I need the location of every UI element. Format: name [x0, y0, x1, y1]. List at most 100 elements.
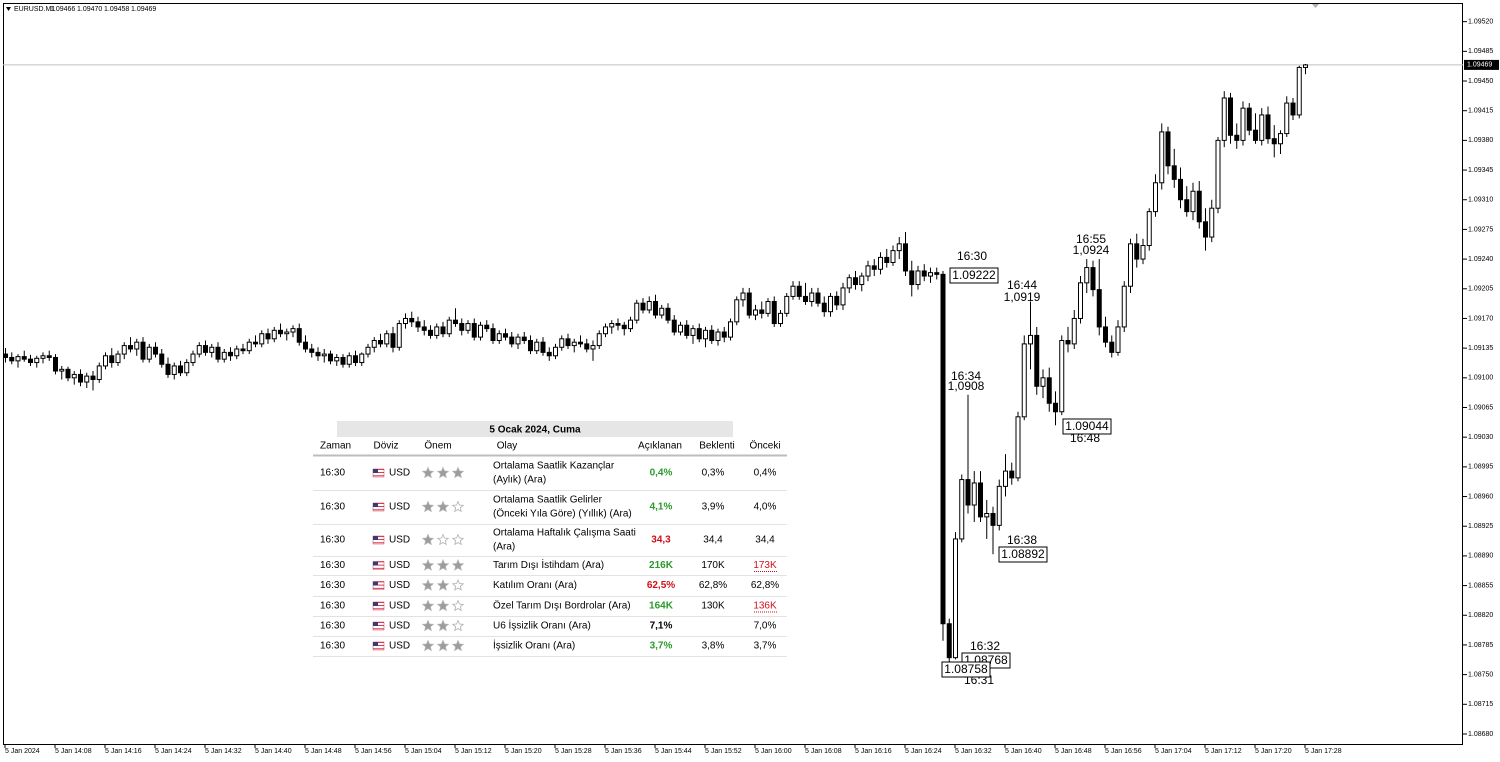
flag-stripe [373, 642, 384, 643]
y-tick-label: 1.08680 [1468, 731, 1493, 738]
y-tick-label: 1.09450 [1468, 78, 1493, 85]
annotation-time: 16:55 [1076, 232, 1106, 246]
candle-body [315, 351, 321, 357]
candle-body [234, 348, 240, 357]
candle-body [946, 623, 952, 659]
candle-body [1190, 190, 1196, 213]
candle-body [296, 328, 302, 343]
importance-star [421, 599, 435, 612]
candle-body [809, 292, 815, 302]
candle-body [665, 307, 671, 321]
y-tick-label: 1.08715 [1468, 701, 1493, 708]
candle-body [403, 317, 408, 325]
annotation-time: 16:30 [957, 249, 987, 263]
candle-body [1090, 267, 1096, 291]
candle-body [153, 346, 158, 355]
candle-body [1221, 97, 1227, 141]
annotation-time: 16:32 [970, 639, 1000, 653]
flag-stripe [373, 623, 384, 625]
candle-body [465, 323, 471, 331]
candle-body [184, 362, 190, 374]
candle-body [303, 341, 308, 350]
candle-body [1003, 470, 1008, 487]
y-tick-label: 1.09380 [1468, 137, 1493, 144]
cell-previous: 34,4 [755, 535, 775, 546]
flag-stripe [373, 643, 384, 645]
x-tick-label: 5 Jan 16:40 [1005, 748, 1042, 755]
candle-body [271, 329, 277, 340]
flag-stripe [373, 602, 384, 603]
candle-body [34, 357, 40, 364]
cell-event: Tarım Dışı İstihdam (Ara) [493, 558, 604, 571]
symbol-menu-icon[interactable] [6, 7, 11, 11]
candle-body [1171, 165, 1177, 180]
candle-body [1178, 178, 1183, 201]
candle-body [309, 348, 315, 353]
flag-stripe [373, 469, 384, 470]
y-tick-label: 1.09170 [1468, 315, 1493, 322]
candle-body [246, 341, 252, 352]
cell-forecast: 170K [701, 560, 725, 571]
cell-event: (Ara) [493, 542, 515, 553]
candle-body [59, 368, 65, 372]
importance-star [451, 599, 465, 612]
candle-body [596, 333, 602, 347]
candle-body [684, 324, 690, 336]
column-header: Zaman [320, 441, 351, 452]
candle-body [190, 353, 196, 364]
candle-body [290, 328, 296, 333]
flag-canton [373, 561, 378, 566]
cell-currency: USD [389, 502, 410, 513]
flag-stripe [373, 626, 384, 628]
annotation-price: 1,0924 [1073, 243, 1110, 257]
flag-canton [373, 622, 378, 626]
candle-body [1165, 131, 1171, 167]
candle-body [828, 295, 833, 313]
annotation-price: 1,0919 [1004, 290, 1041, 304]
flag-stripe [373, 581, 384, 583]
x-tick-label: 5 Jan 17:20 [1255, 748, 1292, 755]
candle-body [978, 482, 983, 518]
annotation-time: 16:44 [1007, 278, 1037, 292]
candle-body [696, 328, 702, 340]
candle-body [971, 482, 977, 506]
candle-body [721, 331, 727, 338]
x-tick-label: 5 Jan 16:16 [855, 748, 892, 755]
candle-body [259, 333, 265, 345]
x-tick-label: 5 Jan 16:48 [1055, 748, 1092, 755]
x-tick-label: 5 Jan 14:24 [155, 748, 192, 755]
importance-star [421, 466, 435, 479]
flag-stripe [373, 561, 384, 563]
candle-body [540, 341, 546, 353]
flag-stripe [373, 567, 384, 569]
annotation-box [998, 546, 1048, 563]
candle-body [734, 299, 740, 323]
candle-body [965, 479, 971, 506]
importance-star [436, 466, 450, 479]
annotation-price: 1.08758 [944, 662, 988, 676]
candle-body [15, 356, 21, 362]
shift-marker[interactable] [1312, 4, 1319, 8]
importance-star [421, 639, 435, 652]
candle-body [1271, 138, 1277, 145]
cell-time: 16:30 [320, 580, 345, 591]
candle-body [1115, 326, 1121, 353]
candle-body [990, 512, 996, 526]
candle-body [903, 243, 908, 272]
cell-event: Ortalama Haftalık Çalışma Saati [493, 528, 636, 539]
flag-stripe [373, 540, 384, 542]
y-tick-label: 1.09030 [1468, 434, 1493, 441]
importance-star [451, 578, 465, 591]
y-tick-label: 1.08925 [1468, 523, 1493, 530]
y-tick-label: 1.08995 [1468, 464, 1493, 471]
candle-body [28, 358, 33, 364]
candle-body [490, 328, 496, 342]
candle-body [728, 321, 733, 338]
candle-body [334, 356, 340, 362]
importance-star [421, 500, 435, 513]
annotation-box [941, 661, 991, 678]
candle-body [453, 319, 458, 325]
annotation-price: 1.09044 [1065, 419, 1109, 433]
cell-time: 16:30 [320, 502, 345, 513]
